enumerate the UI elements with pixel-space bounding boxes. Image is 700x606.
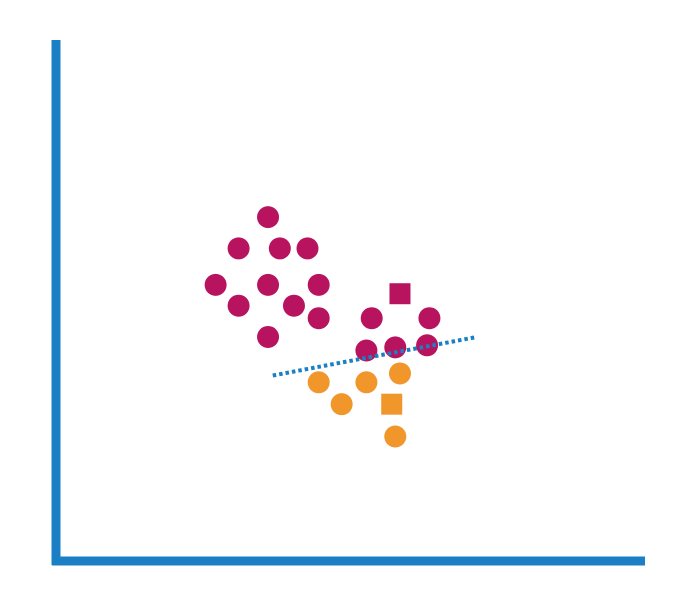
class-b-point-4 <box>388 362 411 385</box>
class-a-point-4 <box>296 237 319 260</box>
class-a-point-10 <box>307 307 330 330</box>
class-a-point-9 <box>282 294 305 317</box>
class-a-point-3 <box>268 237 291 260</box>
class-a-point-2 <box>227 237 250 260</box>
class-a-point-12 <box>360 307 383 330</box>
class-a-prototype-point-1 <box>389 283 411 305</box>
class-b-point-2 <box>330 393 353 416</box>
decision-boundary-line <box>272 335 475 378</box>
class-b-point-3 <box>355 371 378 394</box>
marks-layer <box>204 206 441 448</box>
class-a-point-1 <box>257 206 280 229</box>
class-a-point-7 <box>307 273 330 296</box>
class-a-point-11 <box>257 325 280 348</box>
class-a-point-6 <box>257 273 280 296</box>
class-b-prototype-point-1 <box>381 393 403 415</box>
class-a-point-5 <box>204 273 227 296</box>
class-a-point-15 <box>384 336 407 359</box>
class-a-point-14 <box>355 339 378 362</box>
class-b-point-1 <box>307 371 330 394</box>
class-a-point-8 <box>227 294 250 317</box>
class-a-point-13 <box>418 307 441 330</box>
class-b-point-5 <box>384 425 407 448</box>
